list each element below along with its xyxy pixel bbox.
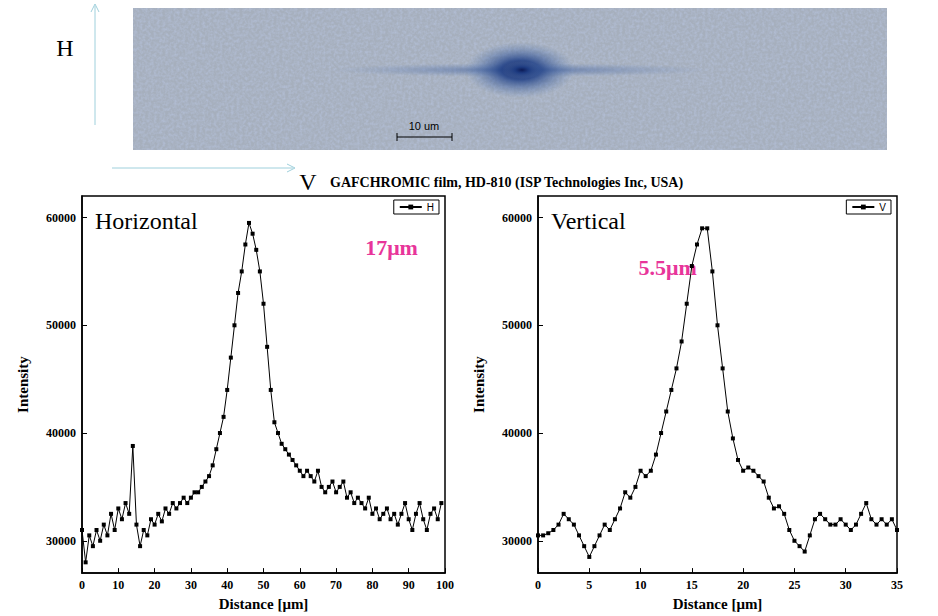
svg-text:10: 10 bbox=[635, 578, 647, 592]
svg-text:H: H bbox=[427, 202, 434, 213]
svg-text:Vertical: Vertical bbox=[551, 208, 626, 234]
svg-text:70: 70 bbox=[330, 578, 342, 592]
svg-text:80: 80 bbox=[366, 578, 378, 592]
svg-text:25: 25 bbox=[788, 578, 800, 592]
svg-text:15: 15 bbox=[686, 578, 698, 592]
svg-text:35: 35 bbox=[891, 578, 903, 592]
svg-text:60: 60 bbox=[294, 578, 306, 592]
svg-text:10: 10 bbox=[112, 578, 124, 592]
svg-text:30000: 30000 bbox=[502, 534, 532, 548]
svg-text:Intensity: Intensity bbox=[471, 356, 487, 413]
svg-text:GAFCHROMIC film, HD-810 (ISP T: GAFCHROMIC film, HD-810 (ISP Technologie… bbox=[330, 175, 683, 191]
svg-text:50000: 50000 bbox=[502, 318, 532, 332]
svg-text:90: 90 bbox=[403, 578, 415, 592]
svg-text:10 um: 10 um bbox=[409, 120, 440, 132]
svg-text:V: V bbox=[879, 202, 886, 213]
svg-text:60000: 60000 bbox=[46, 211, 76, 225]
svg-text:Distance [μm]: Distance [μm] bbox=[673, 596, 763, 612]
svg-text:50: 50 bbox=[258, 578, 270, 592]
svg-text:60000: 60000 bbox=[502, 211, 532, 225]
svg-text:Intensity: Intensity bbox=[15, 356, 31, 413]
svg-text:30: 30 bbox=[185, 578, 197, 592]
svg-text:30: 30 bbox=[840, 578, 852, 592]
svg-text:H: H bbox=[56, 35, 73, 61]
svg-text:100: 100 bbox=[436, 578, 454, 592]
svg-text:5.5μm: 5.5μm bbox=[639, 255, 697, 280]
svg-text:0: 0 bbox=[535, 578, 541, 592]
svg-text:Distance [μm]: Distance [μm] bbox=[219, 596, 309, 612]
svg-text:17μm: 17μm bbox=[365, 235, 418, 260]
svg-text:Horizontal: Horizontal bbox=[95, 208, 198, 234]
svg-text:0: 0 bbox=[79, 578, 85, 592]
svg-text:40000: 40000 bbox=[502, 426, 532, 440]
svg-text:30000: 30000 bbox=[46, 534, 76, 548]
svg-text:40: 40 bbox=[221, 578, 233, 592]
svg-text:V: V bbox=[299, 169, 317, 195]
svg-text:50000: 50000 bbox=[46, 318, 76, 332]
svg-text:40000: 40000 bbox=[46, 426, 76, 440]
svg-text:5: 5 bbox=[586, 578, 592, 592]
svg-text:20: 20 bbox=[737, 578, 749, 592]
svg-text:20: 20 bbox=[149, 578, 161, 592]
